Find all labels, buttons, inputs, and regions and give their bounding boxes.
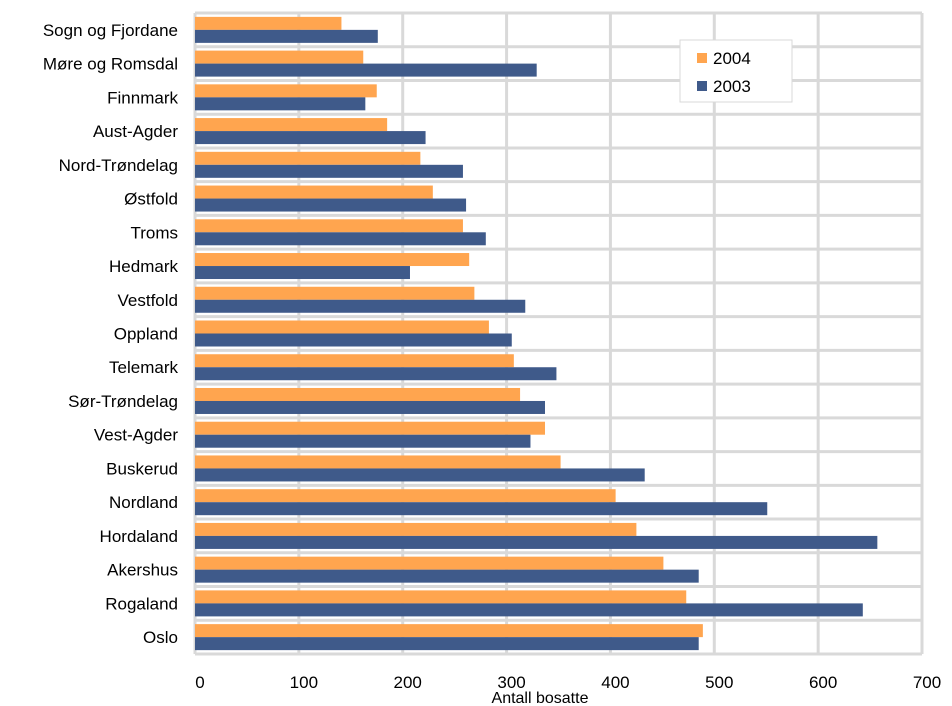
bar-2004 (195, 522, 637, 536)
bar-2004 (195, 151, 421, 165)
bar-2003 (195, 164, 463, 178)
x-tick-label: 200 (394, 673, 422, 692)
bar-2003 (195, 97, 366, 111)
bar-2004 (195, 421, 545, 435)
bar-2004 (195, 253, 470, 267)
category-label: Finnmark (107, 88, 178, 107)
bar-2004 (195, 354, 514, 368)
bar-2003 (195, 29, 378, 43)
category-label: Hedmark (109, 257, 178, 276)
bar-2004 (195, 624, 703, 638)
x-axis-title: Antall bosatte (492, 690, 589, 706)
category-label: Aust-Agder (93, 122, 178, 141)
bar-2004 (195, 387, 521, 401)
bar-2003 (195, 131, 426, 145)
bar-2003 (195, 266, 410, 280)
x-tick-label: 0 (195, 673, 204, 692)
bar-2004 (195, 16, 342, 30)
bar-2003 (195, 400, 545, 414)
bar-2003 (195, 569, 699, 583)
category-label: Akershus (107, 561, 178, 580)
category-label: Buskerud (106, 459, 178, 478)
bars (195, 16, 878, 651)
bar-2003 (195, 63, 537, 77)
bar-2004 (195, 118, 388, 132)
bar-2003 (195, 434, 531, 448)
category-label: Rogaland (105, 594, 178, 613)
bar-2003 (195, 232, 486, 246)
legend: 2004 2003 (679, 39, 793, 103)
bar-2004 (195, 84, 377, 98)
category-label: Oppland (114, 325, 178, 344)
category-label: Nordland (109, 493, 178, 512)
x-tick-label: 500 (705, 673, 733, 692)
category-label: Sør-Trøndelag (68, 392, 178, 411)
bar-2004 (195, 185, 433, 199)
bar-2003 (195, 603, 863, 617)
category-label: Vest-Agder (94, 426, 178, 445)
x-tick-label: 100 (290, 673, 318, 692)
category-label: Telemark (109, 358, 178, 377)
bar-2004 (195, 286, 475, 300)
bar-2003 (195, 333, 512, 347)
category-label: Vestfold (118, 291, 179, 310)
category-label: Nord-Trøndelag (59, 156, 178, 175)
category-label: Oslo (143, 628, 178, 647)
x-tick-label: 400 (601, 673, 629, 692)
category-label: Troms (130, 223, 178, 242)
bar-2004 (195, 50, 364, 64)
x-tick-label: 600 (809, 673, 837, 692)
bar-2004 (195, 489, 616, 503)
bar-2004 (195, 219, 463, 233)
category-label: Sogn og Fjordane (43, 21, 178, 40)
category-labels: Sogn og Fjordane Møre og Romsdal Finnmark A… (43, 21, 179, 647)
bar-2004 (195, 556, 664, 570)
bar-2004 (195, 590, 687, 604)
category-label: Møre og Romsdal (43, 55, 178, 74)
legend-swatch-2003 (697, 81, 707, 91)
x-tick-label: 300 (497, 673, 525, 692)
x-tick-label: 700 (913, 673, 941, 692)
legend-label-2003: 2003 (713, 77, 751, 96)
legend-label-2004: 2004 (713, 49, 751, 68)
bar-2003 (195, 502, 768, 516)
x-tick-labels: 0 100 200 300 400 500 600 700 (195, 673, 941, 692)
bar-2003 (195, 637, 699, 651)
legend-box (679, 39, 793, 103)
bar-2004 (195, 455, 561, 469)
bar-2003 (195, 367, 557, 381)
legend-swatch-2004 (697, 53, 707, 63)
category-label: Hordaland (100, 527, 178, 546)
bar-2003 (195, 535, 878, 549)
bar-2004 (195, 320, 489, 334)
bar-2003 (195, 468, 645, 482)
category-label: Østfold (124, 190, 178, 209)
bar-2003 (195, 299, 526, 313)
bar-2003 (195, 198, 467, 212)
